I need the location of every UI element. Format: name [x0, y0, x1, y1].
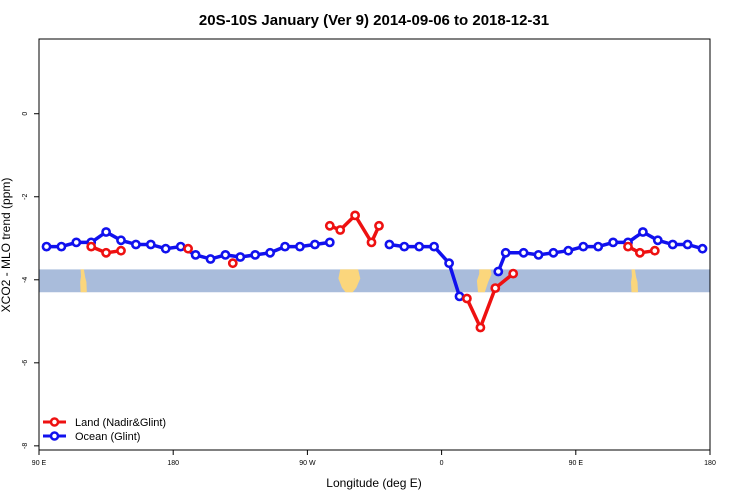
- ocean-point-0-11: [205, 254, 216, 264]
- ocean-point-0-6: [130, 239, 141, 250]
- land-point-4-1: [475, 322, 486, 333]
- ocean-point-2-7: [593, 241, 604, 252]
- y-axis: 0 -2 -4 -6 -8: [22, 112, 39, 449]
- ocean-point-2-13: [682, 239, 693, 250]
- legend-land-label: Land (Nadir&Glint): [75, 417, 166, 429]
- y-tick-label-0: 0: [22, 112, 29, 116]
- ocean-point-2-5: [563, 245, 574, 256]
- land-point-0-0: [86, 241, 97, 252]
- ocean-point-0-2: [71, 237, 82, 248]
- legend-land-marker: [49, 417, 60, 427]
- x-tick-label-3: 0: [440, 460, 444, 467]
- land-region-1: [338, 269, 361, 293]
- x-tick-label-5: 180: [704, 460, 716, 467]
- y-tick-label-4: -8: [22, 443, 29, 449]
- ocean-point-2-10: [638, 227, 648, 237]
- land-ocean-band: [39, 269, 710, 293]
- plot-frame: [38, 38, 711, 451]
- x-tick-label-2: 90 W: [299, 460, 316, 467]
- ocean-point-1-1: [399, 241, 410, 252]
- x-tick-label-4: 90 E: [569, 460, 584, 467]
- ocean-point-2-14: [697, 243, 708, 254]
- land-point-3-4: [374, 220, 384, 231]
- ocean-band: [39, 269, 710, 293]
- ocean-point-2-3: [533, 249, 544, 260]
- ocean-point-0-14: [250, 249, 261, 260]
- ocean-point-2-12: [667, 239, 678, 250]
- legend-ocean-label: Ocean (Glint): [75, 431, 140, 443]
- land-point-4-0: [461, 293, 472, 304]
- ocean-point-2-8: [608, 237, 618, 248]
- land-point-5-0: [623, 241, 633, 252]
- ocean-point-2-1: [500, 247, 511, 258]
- ocean-point-1-2: [414, 241, 425, 252]
- legend-ocean-marker: [49, 431, 60, 441]
- y-tick-label-2: -4: [22, 277, 29, 283]
- land-line-4: [465, 272, 515, 330]
- chart-title: 20S-10S January (Ver 9) 2014-09-06 to 20…: [199, 12, 549, 29]
- ocean-point-0-8: [160, 243, 171, 254]
- land-point-0-1: [101, 247, 111, 258]
- land-point-5-1: [635, 247, 645, 258]
- y-axis-label: XCO2 - MLO trend (ppm): [0, 178, 13, 313]
- ocean-point-0-19: [324, 237, 335, 248]
- land-region-0: [80, 269, 87, 293]
- ocean-point-0-18: [309, 239, 320, 250]
- land-point-4-2: [490, 283, 501, 293]
- y-tick-label-3: -6: [22, 360, 29, 366]
- land-region-2: [476, 269, 492, 293]
- x-axis-label: Longitude (deg E): [326, 476, 421, 490]
- ocean-point-2-4: [548, 247, 559, 258]
- land-point-5-2: [649, 245, 660, 256]
- ocean-point-2-6: [578, 241, 589, 252]
- land-point-3-3: [366, 237, 377, 248]
- land-point-3-1: [335, 225, 346, 235]
- land-point-1-0: [183, 243, 193, 254]
- ocean-point-0-1: [56, 241, 67, 252]
- ocean-point-0-5: [116, 235, 126, 246]
- ocean-line-2: [496, 230, 703, 273]
- land-point-0-2: [116, 245, 126, 256]
- legend: Land (Nadir&Glint) Ocean (Glint): [43, 417, 166, 443]
- ocean-point-0-10: [190, 249, 201, 260]
- series-layer: [41, 210, 708, 333]
- x-axis: 90 E 180 90 W 0 90 E 180: [32, 450, 716, 467]
- ocean-point-2-0: [493, 266, 504, 277]
- ocean-point-1-4: [444, 258, 454, 269]
- land-point-3-2: [350, 210, 360, 221]
- y-tick-label-1: -2: [22, 194, 29, 200]
- ocean-point-1-3: [429, 241, 439, 252]
- ocean-point-2-11: [652, 235, 663, 246]
- ocean-point-0-7: [145, 239, 156, 250]
- x-tick-label-1: 180: [167, 460, 179, 467]
- ocean-point-0-15: [265, 247, 275, 258]
- ocean-point-0-12: [220, 249, 231, 260]
- ocean-point-1-0: [384, 239, 395, 250]
- land-point-2-0: [227, 258, 238, 269]
- ocean-point-0-4: [101, 227, 111, 237]
- ocean-point-0-0: [41, 241, 52, 252]
- ocean-point-0-13: [235, 252, 246, 262]
- ocean-point-2-2: [518, 247, 529, 258]
- x-tick-label-0: 90 E: [32, 460, 47, 467]
- land-point-3-0: [324, 220, 335, 231]
- land-region-3: [631, 269, 638, 293]
- ocean-point-0-16: [280, 241, 290, 252]
- ocean-point-0-17: [294, 241, 305, 252]
- land-point-4-3: [508, 268, 519, 279]
